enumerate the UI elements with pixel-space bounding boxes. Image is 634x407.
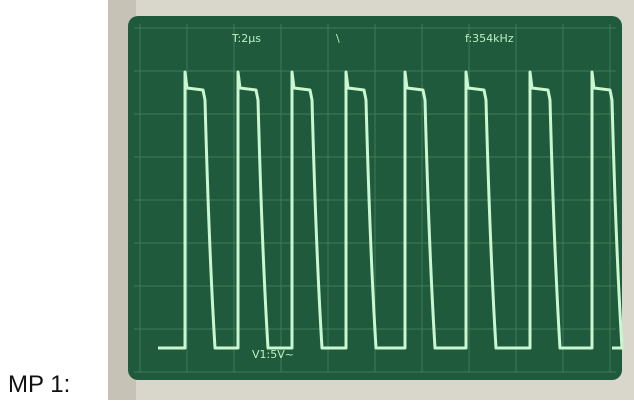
trigger-slope-symbol: \	[336, 32, 340, 45]
figure-label: MP 1:	[8, 371, 70, 398]
frequency-readout: f:354kHz	[465, 32, 514, 45]
oscilloscope-photo: T:2µs \ f:354kHz V1:5V~	[108, 0, 634, 400]
channel-readout: V1:5V~	[252, 348, 294, 361]
timebase-readout: T:2µs	[231, 32, 261, 45]
waveform	[158, 70, 624, 350]
